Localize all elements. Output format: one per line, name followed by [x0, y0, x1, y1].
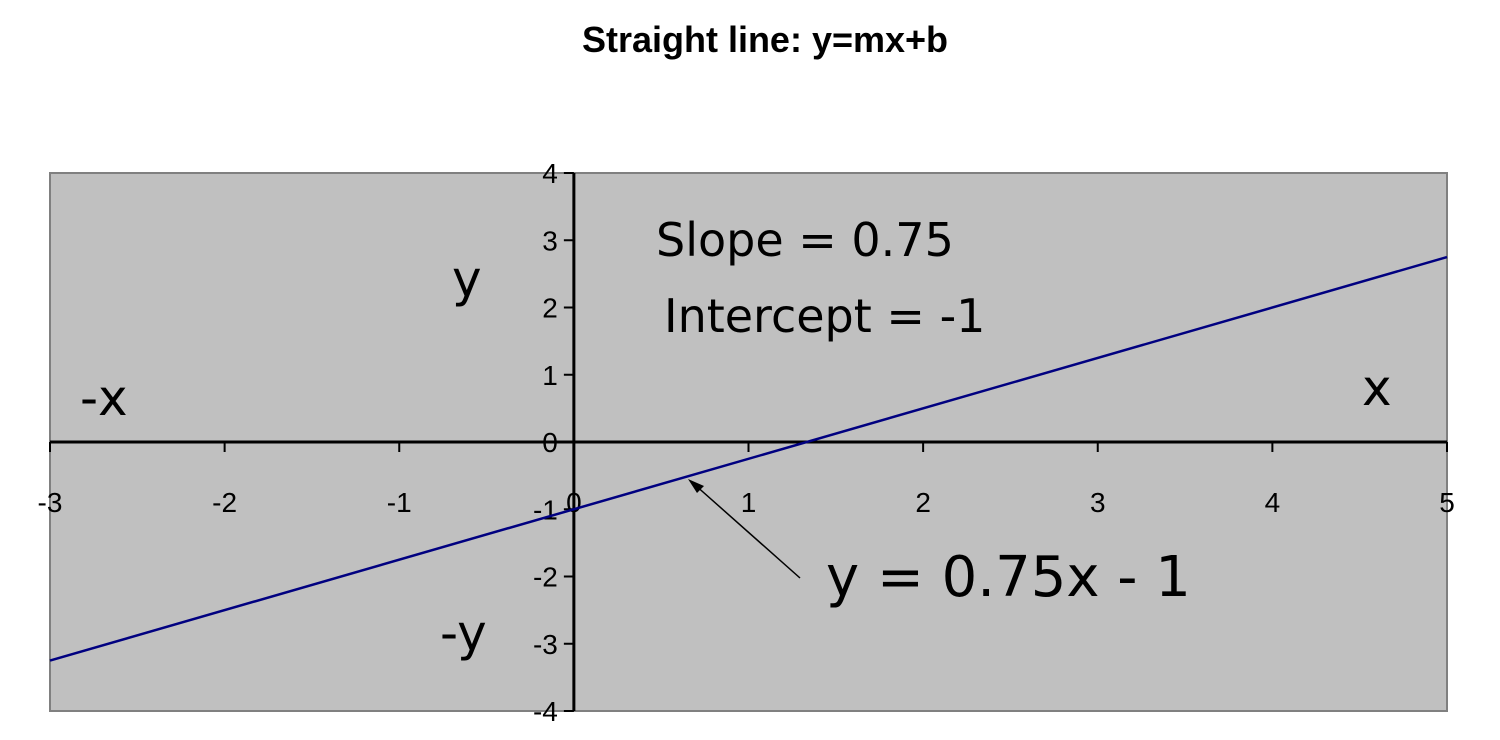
chart-title: Straight line: y=mx+b — [582, 19, 948, 60]
y-tick-label: -4 — [533, 696, 558, 727]
x-tick-label: 4 — [1265, 487, 1281, 518]
series-line — [49, 255, 1448, 662]
series-layer — [49, 255, 1448, 662]
x-axis-positive-label: x — [1362, 359, 1392, 417]
y-tick-label: 1 — [542, 360, 558, 391]
y-tick-label: -2 — [533, 562, 558, 593]
y-tick-label: 2 — [542, 293, 558, 324]
y-tick-label: 0 — [542, 427, 558, 458]
equation-annotation: y = 0.75x - 1 — [826, 545, 1191, 610]
x-tick-label: 5 — [1439, 487, 1455, 518]
y-axis-positive-label: y — [452, 250, 482, 308]
x-tick-label: -2 — [212, 487, 237, 518]
x-axis-ticks: -3 -2 -1 0 1 2 3 4 5 — [38, 442, 1455, 518]
x-tick-label: 0 — [566, 487, 582, 518]
x-tick-label: -3 — [38, 487, 63, 518]
x-tick-label: 2 — [915, 487, 931, 518]
x-axis-negative-label: -x — [80, 369, 128, 427]
intercept-annotation: Intercept = -1 — [664, 289, 985, 343]
y-tick-label: -3 — [533, 629, 558, 660]
slope-annotation: Slope = 0.75 — [656, 213, 954, 267]
y-tick-label: 4 — [542, 158, 558, 189]
equation-pointer-arrowhead — [688, 479, 704, 493]
equation-pointer-arrow — [693, 483, 801, 579]
y-axis-negative-label: -y — [440, 604, 487, 662]
x-tick-label: 3 — [1090, 487, 1106, 518]
x-tick-label: -1 — [387, 487, 412, 518]
y-tick-label: 3 — [542, 225, 558, 256]
x-tick-label: 1 — [741, 487, 757, 518]
